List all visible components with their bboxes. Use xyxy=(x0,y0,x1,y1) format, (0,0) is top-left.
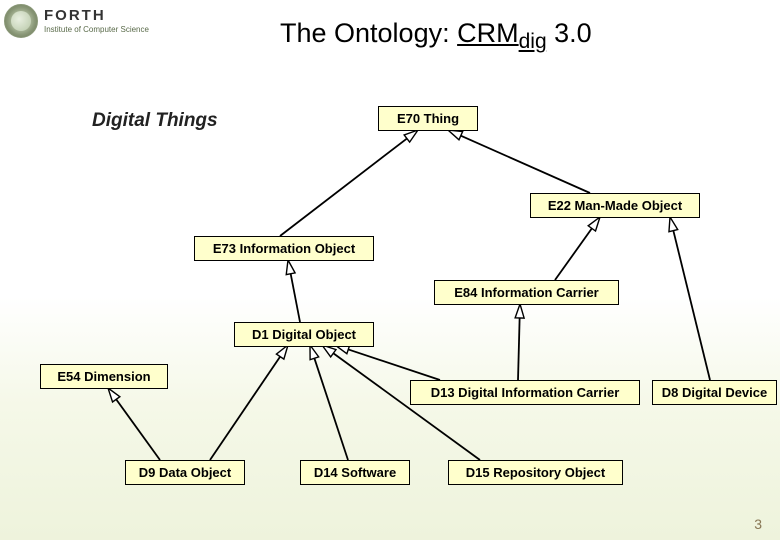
node-d13: D13 Digital Information Carrier xyxy=(410,380,640,405)
node-e70: E70 Thing xyxy=(378,106,478,131)
title-dig: dig xyxy=(519,30,547,53)
node-e22: E22 Man-Made Object xyxy=(530,193,700,218)
node-d8: D8 Digital Device xyxy=(652,380,777,405)
node-d1: D1 Digital Object xyxy=(234,322,374,347)
diagram-subtitle: Digital Things xyxy=(92,110,218,132)
logo: FORTH Institute of Computer Science xyxy=(4,4,149,38)
logo-text: FORTH Institute of Computer Science xyxy=(44,8,149,34)
title-version: 3.0 xyxy=(547,18,592,48)
diagram-edges xyxy=(0,0,780,540)
title-prefix: The Ontology: xyxy=(280,18,457,48)
node-d15: D15 Repository Object xyxy=(448,460,623,485)
logo-sub: Institute of Computer Science xyxy=(44,26,149,34)
node-e54: E54 Dimension xyxy=(40,364,168,389)
node-e73: E73 Information Object xyxy=(194,236,374,261)
node-d9: D9 Data Object xyxy=(125,460,245,485)
logo-main: FORTH xyxy=(44,8,149,23)
node-d14: D14 Software xyxy=(300,460,410,485)
title-crm: CRM xyxy=(457,18,519,48)
logo-icon xyxy=(4,4,38,38)
node-e84: E84 Information Carrier xyxy=(434,280,619,305)
page-title: The Ontology: CRMdig 3.0 xyxy=(280,18,592,49)
slide-number: 3 xyxy=(754,516,762,532)
